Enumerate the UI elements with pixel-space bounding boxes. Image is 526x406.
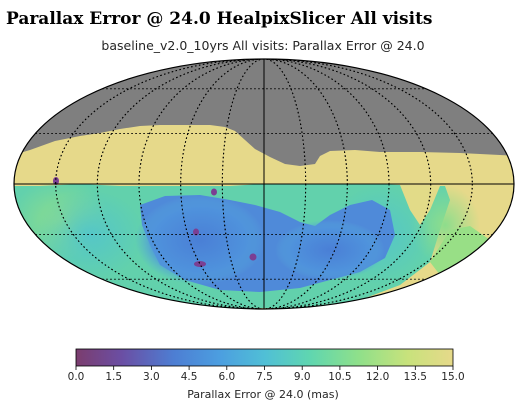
colorbar-tick-label: 1.5 — [105, 371, 123, 383]
deep-field-spot — [193, 228, 199, 236]
colorbar-ticks — [75, 366, 454, 370]
colorbar-tick-label: 7.5 — [256, 371, 273, 383]
colorbar-tick-label: 12.0 — [365, 371, 390, 383]
colorbar-tick-label: 0.0 — [67, 371, 85, 383]
colorbar-tick-label: 3.0 — [143, 371, 160, 383]
deep-field-spot — [194, 261, 206, 267]
map-body — [14, 59, 514, 309]
map-outline — [13, 58, 515, 310]
colorbar-tick-label: 15.0 — [441, 371, 465, 383]
colorbar-tick-label: 6.0 — [218, 371, 236, 383]
colorbar — [75, 348, 454, 367]
colorbar-tick-label: 10.5 — [328, 371, 352, 383]
colorbar-tick-label: 9.0 — [293, 371, 311, 383]
colorbar-tick-label: 13.5 — [403, 371, 427, 383]
page-title: Parallax Error @ 24.0 HealpixSlicer All … — [6, 9, 433, 29]
deep-field-spot — [249, 253, 257, 261]
deep-field-spot — [211, 188, 217, 196]
colorbar-label: Parallax Error @ 24.0 (mas) — [187, 388, 339, 401]
coverage-region-right — [400, 185, 440, 225]
colorbar-tick-label: 4.5 — [180, 371, 198, 383]
deep-field-spot — [53, 177, 59, 185]
plot-title: baseline_v2.0_10yrs All visits: Parallax… — [101, 38, 425, 53]
